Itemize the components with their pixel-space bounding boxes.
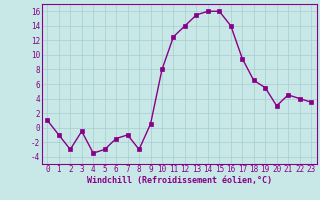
X-axis label: Windchill (Refroidissement éolien,°C): Windchill (Refroidissement éolien,°C) bbox=[87, 176, 272, 185]
